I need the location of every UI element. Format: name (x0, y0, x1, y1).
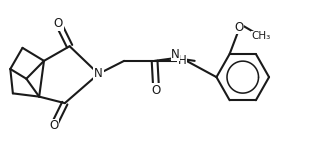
Text: N: N (94, 67, 103, 80)
Text: O: O (49, 119, 58, 132)
Text: O: O (54, 17, 63, 30)
Text: O: O (152, 84, 161, 97)
Text: H: H (177, 54, 186, 67)
Text: N: N (171, 48, 180, 61)
Text: CH₃: CH₃ (251, 31, 271, 41)
Text: O: O (235, 21, 244, 34)
